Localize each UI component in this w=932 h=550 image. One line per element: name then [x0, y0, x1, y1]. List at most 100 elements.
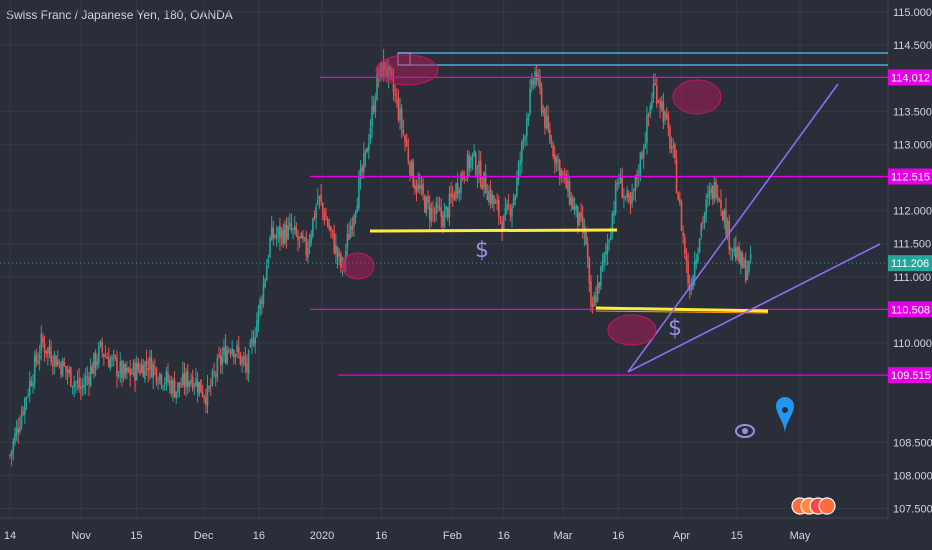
candle-body: [619, 175, 622, 183]
candle-body: [305, 237, 308, 256]
candle-body: [261, 300, 263, 304]
candle-body: [646, 115, 648, 143]
candle-body: [483, 171, 485, 188]
candle-body: [17, 429, 20, 433]
candle-body: [493, 195, 495, 204]
candle-body: [226, 350, 229, 364]
current-price-label: 111.206: [891, 258, 929, 270]
y-tick-label: 111.500: [893, 239, 931, 251]
candle-body: [162, 386, 164, 388]
candle-body: [88, 377, 90, 384]
candle-body: [321, 202, 324, 210]
candle-body: [748, 260, 750, 272]
candle-body: [84, 376, 87, 386]
candle-body: [453, 194, 456, 200]
candle-body: [662, 102, 665, 122]
y-tick-label: 112.000: [893, 206, 932, 218]
highlight-ellipse: [375, 54, 439, 86]
candle-body: [142, 364, 145, 378]
candle-body: [154, 366, 156, 368]
candle-body: [33, 355, 36, 384]
candle-body: [275, 234, 278, 238]
candle-body: [63, 361, 66, 366]
candle-body: [130, 373, 133, 375]
candle-body: [312, 218, 314, 237]
candle-body: [38, 354, 41, 360]
candle-body: [395, 97, 398, 99]
candle-body: [618, 182, 620, 184]
candle-body: [371, 106, 373, 127]
candle-body: [683, 237, 686, 254]
candle-body: [731, 249, 734, 251]
candle-body: [292, 229, 294, 231]
candle-body: [511, 206, 513, 217]
candle-body: [516, 178, 518, 196]
candle-body: [10, 450, 13, 456]
candle-body: [35, 353, 38, 363]
candle-body: [626, 190, 628, 198]
candle-body: [353, 216, 355, 227]
y-tick-label: 110.000: [893, 338, 932, 350]
candle-body: [277, 227, 280, 234]
candle-body: [25, 397, 28, 400]
candle-body: [665, 114, 668, 117]
candle-body: [96, 361, 99, 366]
candle-body: [185, 372, 187, 388]
candle-body: [354, 211, 357, 218]
candles-group: [9, 49, 752, 467]
candle-body: [78, 378, 80, 388]
candle-body: [639, 152, 642, 177]
candle-body: [642, 148, 645, 158]
candle-body: [420, 185, 423, 190]
candle-body: [405, 140, 408, 147]
candle-body: [624, 195, 627, 197]
candle-body: [443, 211, 446, 228]
candle-body: [654, 83, 656, 85]
candle-body: [195, 378, 197, 386]
price-level-badge: [888, 168, 932, 185]
candle-body: [707, 194, 709, 199]
candle-body: [190, 379, 192, 384]
candle-body: [290, 224, 293, 231]
candle-body: [106, 357, 108, 359]
candle-body: [463, 175, 466, 179]
candle-body: [733, 246, 735, 252]
candle-body: [134, 362, 136, 381]
candle-body: [479, 160, 482, 187]
candle-body: [316, 199, 319, 205]
x-tick-label: 14: [4, 530, 16, 542]
candle-body: [121, 361, 123, 379]
candle-body: [310, 234, 312, 243]
y-tick-label: 113.000: [893, 139, 932, 151]
candle-body: [318, 196, 321, 199]
candle-body: [178, 382, 181, 388]
candle-body: [93, 352, 95, 374]
candle-body: [351, 226, 354, 229]
candle-body: [208, 386, 210, 389]
candle-body: [32, 382, 34, 387]
candle-body: [132, 362, 135, 375]
candle-body: [614, 184, 617, 214]
candle-body: [104, 355, 107, 357]
candle-body: [677, 193, 680, 201]
candle-body: [632, 189, 635, 191]
x-tick-label: Nov: [71, 530, 91, 542]
candle-body: [335, 244, 337, 254]
candle-body: [81, 385, 84, 387]
candle-body: [206, 385, 209, 406]
candle-body: [188, 381, 191, 387]
candle-body: [234, 354, 237, 358]
support-line: [369, 228, 618, 233]
candle-body: [448, 193, 451, 218]
candle-body: [695, 259, 698, 265]
candle-body: [720, 200, 722, 209]
candle-body: [51, 364, 54, 367]
candle-body: [705, 199, 707, 214]
candle-body: [504, 207, 507, 217]
x-tick-label: May: [790, 530, 811, 542]
candle-body: [558, 159, 561, 179]
candle-body: [702, 222, 704, 224]
x-tick-label: 16: [375, 530, 387, 542]
